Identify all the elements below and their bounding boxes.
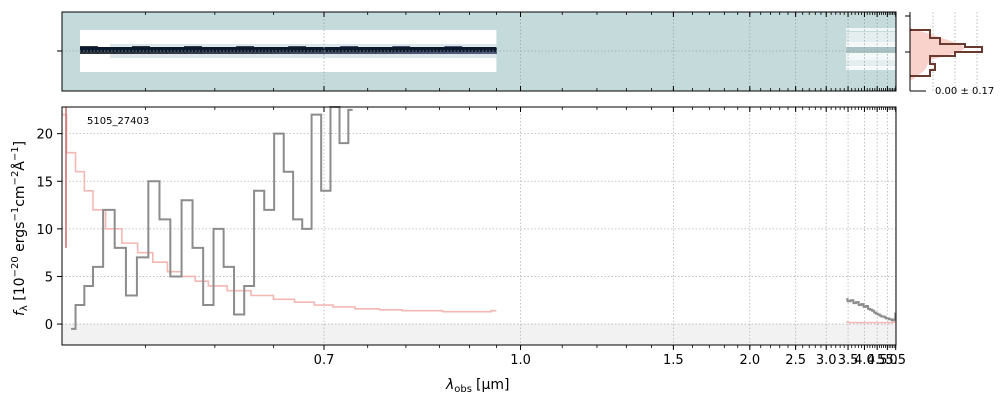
error-series-blue <box>62 113 497 313</box>
flux-series-red <box>846 298 897 322</box>
y-label-exp3: −2 <box>10 171 21 186</box>
y-label-f: f <box>12 309 28 316</box>
y-tick-label: 20 <box>36 128 53 143</box>
plot-frame <box>61 106 897 346</box>
spectrum-2d-panel <box>57 11 897 92</box>
x-tick-label: 5.0 <box>877 353 898 368</box>
y-axis-label: fλ [10−20 ergs−1cm−2Å−1] <box>10 141 30 316</box>
y-label-close: ] <box>12 141 28 146</box>
red-trace-lower <box>846 66 896 70</box>
red-trace-center <box>846 47 896 53</box>
spectrum-2d-frame <box>61 11 897 92</box>
x-axis-label-lambda: λ <box>445 377 454 393</box>
x-axis-label-sub: obs <box>454 384 472 395</box>
y-label-ergs: ergs <box>12 222 28 257</box>
x-tick-label: 3.0 <box>816 353 837 368</box>
x-tick-label: 4.0 <box>854 353 875 368</box>
histogram-stat-label: 0.00 ± 0.17 <box>935 86 994 97</box>
x-axis-label: λobs [μm] <box>445 377 509 395</box>
y-label-angstrom: Å <box>11 161 28 171</box>
x-axis-label-unit: [μm] <box>476 377 509 393</box>
y-tick-label: 5 <box>45 270 53 285</box>
y-tick-label: 10 <box>36 223 53 238</box>
histogram-fill <box>910 28 965 80</box>
red-trace-upper <box>846 28 896 31</box>
zero-level-band <box>62 324 896 345</box>
plot-background <box>62 107 896 345</box>
blue-trace-center <box>79 47 497 52</box>
x-tick-label: 1.5 <box>663 353 684 368</box>
y-tick-label: 0 <box>45 318 53 333</box>
y-label-exp1: −20 <box>10 256 21 277</box>
x-tick-label: 2.5 <box>785 353 806 368</box>
y-label-cm: cm <box>12 185 28 206</box>
profile-histogram-panel: 0.00 ± 0.17 <box>905 12 994 97</box>
histogram-line <box>910 29 983 77</box>
x-tick-label: 4.5 <box>867 353 888 368</box>
histogram-bars <box>910 28 983 80</box>
x-tick-label: 0.7 <box>314 353 335 368</box>
object-id-label: 5105_27403 <box>87 116 149 127</box>
x-tick-label: 5.5 <box>885 353 906 368</box>
main-ticks: 0.7 1.0 1.5 2.0 2.5 3.0 3.54.04.55.05.5 0 5 10 15 2… <box>36 107 906 368</box>
x-tick-label: 3.5 <box>838 353 859 368</box>
y-label-bracket: [10 <box>12 277 28 305</box>
x-tick-label: 2.0 <box>739 353 760 368</box>
x-tick-label: 1.0 <box>510 353 531 368</box>
spectrum-series <box>62 106 897 330</box>
y-label-sub: λ <box>19 305 30 311</box>
y-label-exp4: −1 <box>10 146 21 161</box>
y-tick-label: 15 <box>36 175 53 190</box>
y-label-exp2: −1 <box>10 207 21 222</box>
spectrum-1d-panel: 0.7 1.0 1.5 2.0 2.5 3.0 3.54.04.55.05.5 0 5 10 15 2… <box>36 106 906 368</box>
flux-series-blue <box>71 106 353 330</box>
